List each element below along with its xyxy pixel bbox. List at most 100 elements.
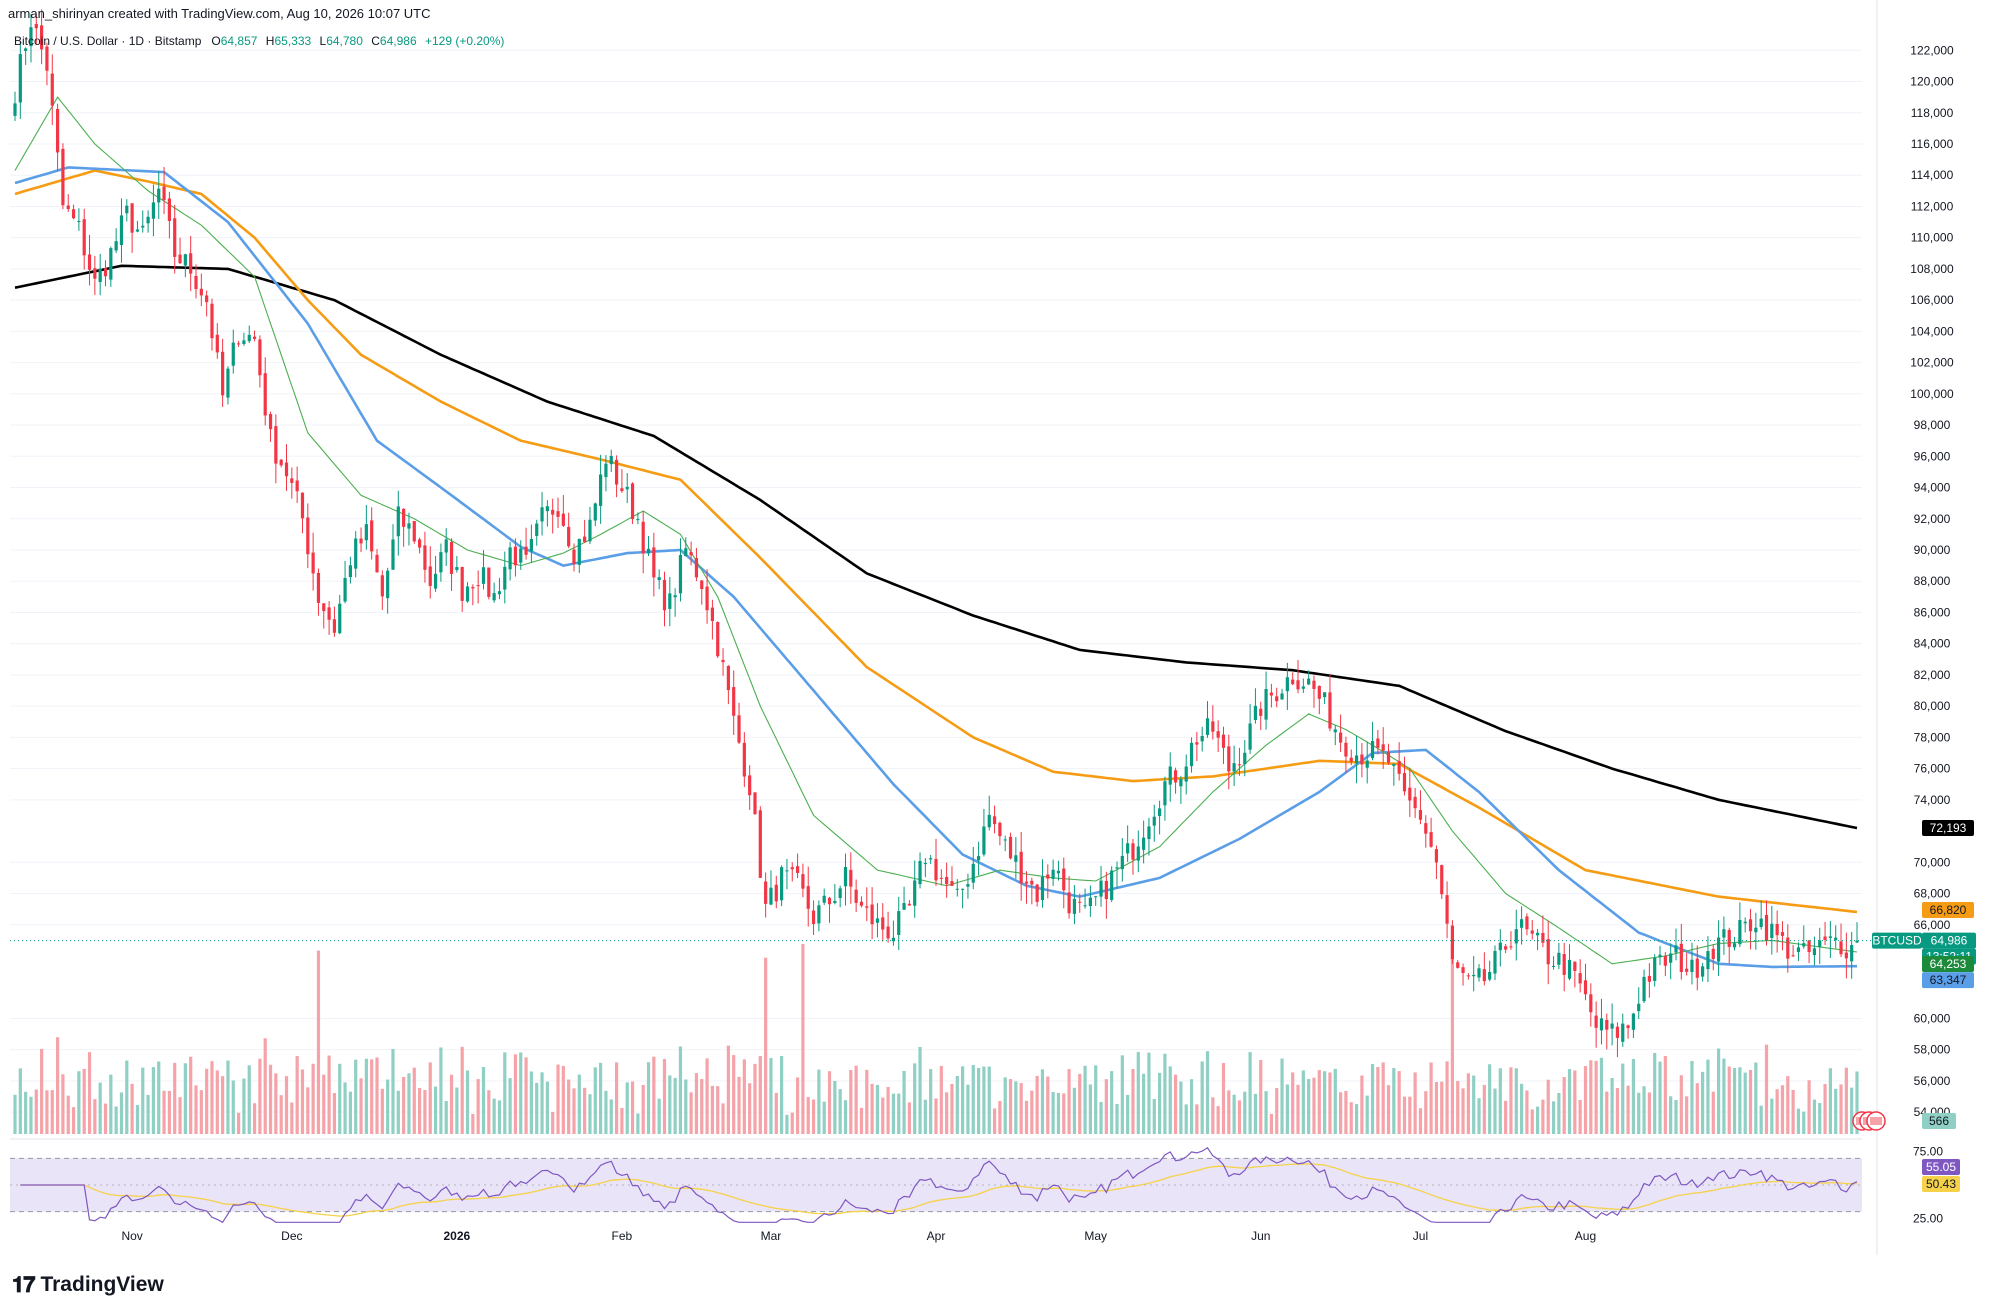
volume-bar (881, 1097, 885, 1134)
volume-bar (1333, 1068, 1337, 1134)
volume-bar (694, 1073, 699, 1134)
candle-body (1248, 723, 1252, 750)
volume-bar (567, 1079, 571, 1134)
volume-bar (1147, 1052, 1151, 1134)
candle-body (1615, 1026, 1620, 1038)
volume-bar (1504, 1100, 1508, 1134)
volume-bar (465, 1070, 470, 1134)
volume-bar (1131, 1069, 1135, 1134)
candle-body (87, 254, 92, 270)
volume-bar (476, 1079, 480, 1134)
volume-bar (923, 1099, 927, 1134)
volume-bar (125, 1060, 129, 1134)
symbol-name[interactable]: Bitcoin / U.S. Dollar · 1D · Bitstamp (14, 34, 202, 48)
price-tick-label: 58,000 (1914, 1043, 1951, 1057)
volume-bar (737, 1076, 741, 1134)
volume-bar (721, 1103, 725, 1134)
candle-body (359, 538, 363, 544)
candle-body (183, 254, 187, 266)
candle-body (636, 519, 640, 521)
price-tick-label: 88,000 (1914, 574, 1951, 588)
rsi-ma-tag-text: 50.43 (1926, 1177, 1956, 1191)
volume-bar (583, 1087, 587, 1134)
candle-body (1126, 843, 1130, 854)
volume-bar (774, 1092, 778, 1134)
volume-bar (471, 1113, 475, 1134)
candle-body (1269, 692, 1273, 696)
volume-bar (1839, 1084, 1843, 1134)
candle-body (923, 862, 927, 865)
candle-body (13, 103, 17, 116)
volume-bar (833, 1081, 837, 1134)
candle-body (77, 220, 81, 222)
candle-body (1051, 869, 1055, 879)
symbol-header[interactable]: Bitcoin / U.S. Dollar · 1D · Bitstamp O6… (14, 34, 504, 48)
candle-body (1573, 961, 1577, 971)
volume-bar (1062, 1093, 1066, 1134)
candle-body (1669, 953, 1673, 963)
candle-body (18, 54, 22, 103)
volume-bar (758, 1056, 762, 1134)
candle-body (199, 288, 203, 296)
candle-body (1386, 752, 1391, 763)
volume-bar (1078, 1073, 1082, 1134)
candle-body (1530, 930, 1534, 934)
candle-body (1551, 965, 1556, 967)
rsi-tick-label: 75.00 (1913, 1145, 1943, 1159)
volume-bar (183, 1063, 187, 1134)
candle-body (609, 455, 613, 465)
candle-body (913, 880, 917, 906)
candle-body (780, 867, 784, 901)
candle-body (1716, 937, 1721, 962)
candle-body (487, 567, 491, 597)
candle-body (481, 567, 486, 584)
time-tick-label: Aug (1575, 1229, 1596, 1243)
candle-body (758, 810, 762, 878)
candle-body (1131, 843, 1135, 860)
volume-bar (1323, 1071, 1327, 1134)
volume-bar (1014, 1081, 1018, 1134)
candle-body (774, 884, 778, 902)
candle-body (881, 917, 885, 930)
volume-bar (503, 1052, 507, 1134)
volume-bar (1360, 1075, 1364, 1134)
candle-body (1541, 932, 1545, 943)
volume-bar (913, 1063, 917, 1134)
volume-bar (902, 1070, 906, 1134)
price-tick-label: 92,000 (1914, 512, 1951, 526)
candle-body (1296, 680, 1300, 690)
candle-body (535, 523, 539, 536)
candle-body (843, 867, 848, 887)
volume-bar (1461, 1088, 1465, 1134)
volume-bar (508, 1078, 512, 1134)
chart-attribution: arman_shirinyan created with TradingView… (8, 6, 431, 21)
volume-bar (886, 1087, 890, 1134)
ma-green-price-tag-bg (1922, 956, 1974, 973)
candle-body (418, 539, 422, 548)
candle-body (599, 474, 603, 506)
candle-body (1647, 975, 1651, 982)
volume-bar (1791, 1089, 1795, 1134)
volume-bar (1035, 1075, 1039, 1134)
price-tick-label: 68,000 (1914, 887, 1951, 901)
candle-body (540, 507, 544, 522)
candle-body (146, 216, 150, 224)
candle-body (801, 874, 805, 889)
candle-body (109, 248, 113, 280)
candle-body (939, 877, 943, 879)
volume-bar (875, 1084, 880, 1134)
volume-bar (82, 1068, 86, 1134)
candle-body (1392, 763, 1396, 766)
candle-body (130, 203, 134, 233)
candle-body (689, 552, 693, 556)
tradingview-brand[interactable]: 𝟏𝟕 TradingView (12, 1272, 164, 1298)
volume-bar (1200, 1061, 1204, 1134)
candle-body (737, 715, 741, 743)
volume-bar (45, 1090, 49, 1134)
candle-body (1317, 685, 1321, 699)
volume-bar (1482, 1084, 1486, 1134)
candle-body (519, 548, 523, 563)
candle-body (1802, 943, 1806, 947)
